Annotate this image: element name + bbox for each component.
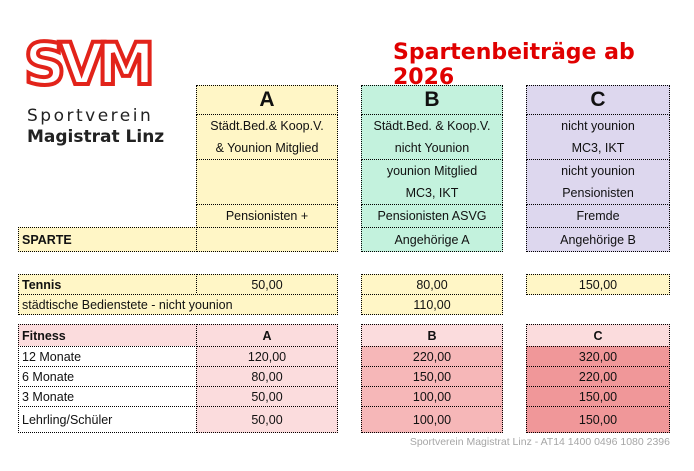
fitness-col-a: A [196,324,338,347]
fitness-value-c: 220,00 [526,366,670,387]
fitness-value-c: 150,00 [526,386,670,407]
text: nicht younion [561,164,635,178]
svm-logo-icon: SVM [22,28,157,100]
text: nicht younion [561,119,635,133]
tennis-row2-b: 110,00 [361,294,503,315]
fitness-value-b: 150,00 [361,366,503,387]
tennis-row2-label: städtische Bedienstete - nicht younion [18,294,338,315]
col-a-row3: Pensionisten + [196,204,338,228]
text: younion Mitglied [386,164,478,178]
fitness-value-a: 120,00 [196,346,338,367]
col-b-row4: Angehörige A [361,227,503,252]
col-b-row3: Pensionisten ASVG [361,204,503,228]
text: Städt.Bed.& Koop.V. [210,119,324,133]
col-c-row3: Fremde [526,204,670,228]
fitness-row-label: 6 Monate [18,366,197,387]
text: & Younion Mitglied [215,141,319,155]
logo-line1: Sportverein [27,106,154,126]
col-b-letter: B [361,85,503,115]
page-title: Spartenbeiträge ab 2026 [393,40,635,90]
col-c-row1: nicht younion MC3, IKT [526,114,670,160]
fitness-value-a: 80,00 [196,366,338,387]
tennis-a: 50,00 [196,274,338,295]
fitness-row-label: 12 Monate [18,346,197,367]
fitness-value-c: 320,00 [526,346,670,367]
tennis-label: Tennis [18,274,197,295]
col-b-row2: younion Mitglied MC3, IKT [361,159,503,205]
sparte-label: SPARTE [18,227,197,252]
fitness-col-b: B [361,324,503,347]
col-a-letter: A [196,85,338,115]
col-a-row2 [196,159,338,205]
footer: Sportverein Magistrat Linz - AT14 1400 0… [409,436,670,448]
logo-line2: Magistrat Linz [27,127,165,147]
svg-text:SVM: SVM [24,32,152,92]
col-c-row4: Angehörige B [526,227,670,252]
col-a-row1: Städt.Bed.& Koop.V. & Younion Mitglied [196,114,338,160]
fitness-row-label: 3 Monate [18,386,197,407]
tennis-c: 150,00 [526,274,670,295]
fitness-value-a: 50,00 [196,386,338,407]
fitness-value-b: 100,00 [361,386,503,407]
tennis-b: 80,00 [361,274,503,295]
col-c-row2: nicht younion Pensionisten [526,159,670,205]
fitness-value-b: 220,00 [361,346,503,367]
logo: SVM [22,28,157,100]
col-a-row4 [196,227,338,252]
fitness-row-label: Lehrling/Schüler [18,406,197,433]
fitness-value-c: 150,00 [526,406,670,433]
text: Städt.Bed. & Koop.V. [373,119,491,133]
col-c-letter: C [526,85,670,115]
fitness-col-c: C [526,324,670,347]
text: nicht Younion [394,141,470,155]
text: Pensionisten [562,186,634,200]
col-b-row1: Städt.Bed. & Koop.V. nicht Younion [361,114,503,160]
fitness-label: Fitness [18,324,197,347]
text: MC3, IKT [405,186,459,200]
fitness-value-b: 100,00 [361,406,503,433]
text: MC3, IKT [571,141,625,155]
fitness-value-a: 50,00 [196,406,338,433]
